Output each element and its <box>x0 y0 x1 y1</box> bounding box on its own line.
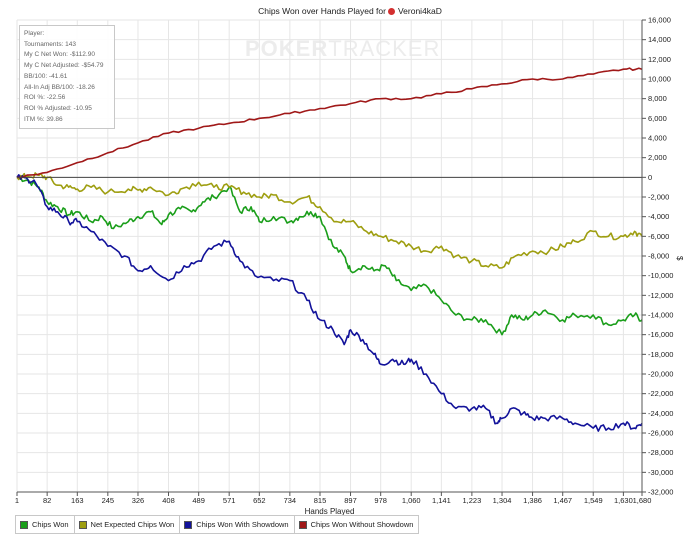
stat-line: BB/100: -41.61 <box>24 72 68 80</box>
y-tick-label: 16,000 <box>648 16 671 25</box>
y-tick-label: -4,000 <box>648 212 669 221</box>
series-lines <box>16 67 643 432</box>
stat-line: ITM %: 39.86 <box>24 115 63 123</box>
stat-line: My C Net Adjusted: -$54.79 <box>24 62 104 70</box>
x-tick-label: 408 <box>162 496 175 505</box>
y-tick-label: -14,000 <box>648 311 673 320</box>
x-tick-label: 245 <box>102 496 115 505</box>
y-tick-label: 4,000 <box>648 134 667 143</box>
legend-swatch <box>20 520 28 529</box>
legend: Chips Won Net Expected Chips Won Chips Won… <box>15 515 420 534</box>
x-tick-label: 489 <box>192 496 205 505</box>
legend-label: Chips Won With Showdown <box>196 520 289 529</box>
y-tick-label: -26,000 <box>648 429 673 438</box>
x-tick-label: 978 <box>374 496 387 505</box>
y-tick-label: -8,000 <box>648 252 669 261</box>
y-tick-label: 8,000 <box>648 94 667 103</box>
series-line-3 <box>16 174 643 432</box>
legend-item[interactable]: Chips Won <box>16 516 75 533</box>
x-tick-label: 571 <box>223 496 236 505</box>
x-tick-label: 1,223 <box>462 496 481 505</box>
y-tick-label: -16,000 <box>648 330 673 339</box>
y-tick-label: -12,000 <box>648 291 673 300</box>
y-axis-title: $ <box>675 256 684 261</box>
y-tick-label: 14,000 <box>648 35 671 44</box>
y-tick-label: -30,000 <box>648 468 673 477</box>
x-axis-title: Hands Played <box>305 507 355 516</box>
x-tick-label: 163 <box>71 496 84 505</box>
x-tick-label: 1,304 <box>493 496 512 505</box>
legend-item[interactable]: Chips Won With Showdown <box>180 516 295 533</box>
y-tick-label: -20,000 <box>648 370 673 379</box>
stat-line: All-In Adj BB/100: -18.26 <box>24 83 95 91</box>
legend-label: Chips Won Without Showdown <box>310 520 414 529</box>
legend-item[interactable]: Chips Won Without Showdown <box>295 516 419 533</box>
x-tick-label: 1 <box>15 496 19 505</box>
x-tick-label: 815 <box>314 496 327 505</box>
legend-label: Net Expected Chips Won <box>90 520 175 529</box>
y-tick-label: -10,000 <box>648 271 673 280</box>
legend-item[interactable]: Net Expected Chips Won <box>75 516 181 533</box>
legend-label: Chips Won <box>32 520 69 529</box>
stat-line: ROI %: -22.56 <box>24 94 66 102</box>
x-tick-label: 734 <box>284 496 297 505</box>
flag-icon <box>387 8 395 15</box>
y-tick-label: -18,000 <box>648 350 673 359</box>
x-tick-label: 1,467 <box>553 496 572 505</box>
legend-swatch <box>184 520 193 529</box>
stat-line: Player: <box>24 30 45 37</box>
player-name: Veroni4kaD <box>397 6 442 16</box>
y-axis-ticks: 16,000 14,000 12,000 10,000 8,000 6,000 4,000 2… <box>642 16 673 497</box>
chart-title: Chips Won over Hands Played for Veroni4ka… <box>0 6 700 16</box>
y-tick-label: -28,000 <box>648 448 673 457</box>
y-tick-label: -24,000 <box>648 409 673 418</box>
y-tick-label: 2,000 <box>648 153 667 162</box>
stat-line: Tournaments: 143 <box>24 40 77 48</box>
legend-swatch <box>298 520 307 529</box>
series-line-4 <box>16 67 643 179</box>
x-tick-label: 897 <box>344 496 357 505</box>
y-tick-label: -6,000 <box>648 232 669 241</box>
x-tick-label: 1,386 <box>523 496 542 505</box>
y-tick-label: 6,000 <box>648 114 667 123</box>
y-tick-label: 10,000 <box>648 75 671 84</box>
y-tick-label: -2,000 <box>648 193 669 202</box>
y-tick-label: -32,000 <box>648 488 673 497</box>
y-tick-label: 0 <box>648 173 652 182</box>
x-tick-label: 326 <box>132 496 145 505</box>
stat-line: My C Net Won: -$112.90 <box>24 51 95 59</box>
chart-title-prefix: Chips Won over Hands Played for <box>258 6 386 16</box>
y-tick-label: -22,000 <box>648 389 673 398</box>
x-tick-label: 652 <box>253 496 266 505</box>
x-tick-label: 1,060 <box>402 496 421 505</box>
stat-line: ROI % Adjusted: -10.95 <box>24 104 92 112</box>
legend-swatch <box>78 520 87 529</box>
series-line-2 <box>16 172 643 269</box>
y-tick-label: 12,000 <box>648 55 671 64</box>
player-stats-box: Player: Tournaments: 143 My C Net Won: -$1… <box>19 25 115 129</box>
x-tick-label: 1,141 <box>432 496 451 505</box>
x-tick-label: 1,630 <box>614 496 633 505</box>
series-line-1 <box>16 176 643 336</box>
x-axis-ticks: 1 82 163 245 326 408 489 571 652 734 815 897 978 1,06… <box>15 492 651 505</box>
x-tick-label: 1,549 <box>584 496 603 505</box>
x-tick-label: 82 <box>43 496 51 505</box>
x-tick-label: 1,680 <box>633 496 652 505</box>
